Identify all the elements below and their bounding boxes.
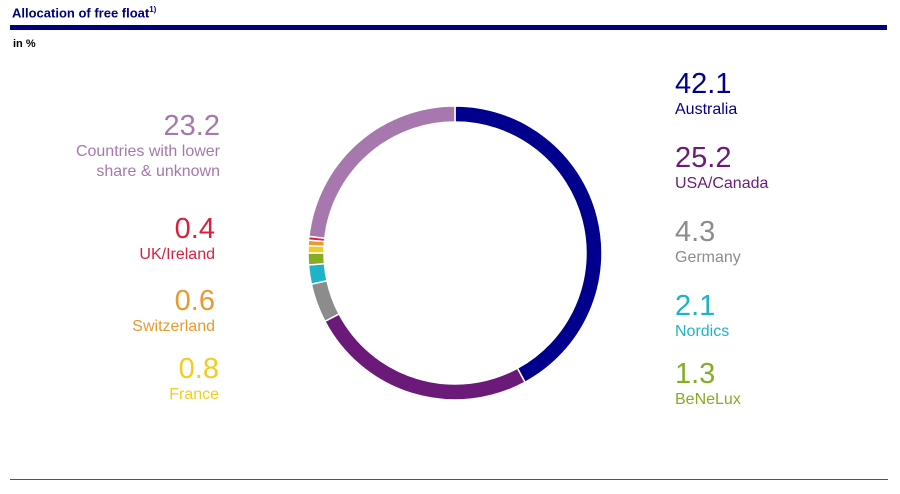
label-nordics: 2.1 Nordics: [675, 290, 875, 342]
name-usa-canada: USA/Canada: [675, 175, 769, 192]
chart-title: Allocation of free float1): [12, 5, 156, 20]
name-france: France: [169, 386, 219, 403]
label-germany: 4.3 Germany: [675, 216, 875, 268]
label-switzerland: 0.6 Switzerland: [0, 285, 215, 337]
donut-slices: [307, 105, 603, 401]
value-other: 23.2: [163, 110, 220, 142]
slice-australia: [454, 105, 603, 384]
value-uk-ireland: 0.4: [174, 213, 215, 245]
value-france: 0.8: [178, 353, 219, 385]
chart-title-footnote: 1): [149, 5, 157, 14]
slice-usa-canada: [323, 312, 527, 401]
name-australia: Australia: [675, 101, 738, 118]
label-benelux: 1.3 BeNeLux: [675, 358, 875, 410]
chart-title-text: Allocation of free float: [12, 5, 150, 21]
name-switzerland: Switzerland: [132, 318, 215, 335]
title-rule: [10, 25, 887, 30]
slice-germany: [310, 279, 341, 323]
bottom-rule: [10, 479, 888, 480]
value-switzerland: 0.6: [174, 285, 215, 317]
value-nordics: 2.1: [675, 290, 716, 322]
name-uk-ireland: UK/Ireland: [139, 246, 215, 263]
name-other-line1: Countries with lower: [75, 143, 220, 160]
label-uk-ireland: 0.4 UK/Ireland: [0, 213, 215, 265]
label-france: 0.8 France: [0, 353, 219, 405]
value-usa-canada: 25.2: [675, 142, 732, 174]
slice-countries-with-lower-share-unknown: [308, 105, 456, 240]
name-other-line2: share & unknown: [96, 163, 220, 180]
label-other: 23.2 Countries with lower share & unknow…: [0, 110, 220, 182]
slice-benelux: [307, 252, 326, 266]
name-nordics: Nordics: [675, 323, 730, 340]
name-benelux: BeNeLux: [675, 391, 741, 408]
label-usa-canada: 25.2 USA/Canada: [675, 142, 875, 194]
label-australia: 42.1 Australia: [675, 68, 875, 120]
value-australia: 42.1: [675, 68, 732, 100]
name-germany: Germany: [675, 249, 741, 266]
value-benelux: 1.3: [675, 358, 716, 390]
value-germany: 4.3: [675, 216, 716, 248]
unit-label: in %: [13, 38, 36, 50]
slice-nordics: [307, 262, 328, 286]
